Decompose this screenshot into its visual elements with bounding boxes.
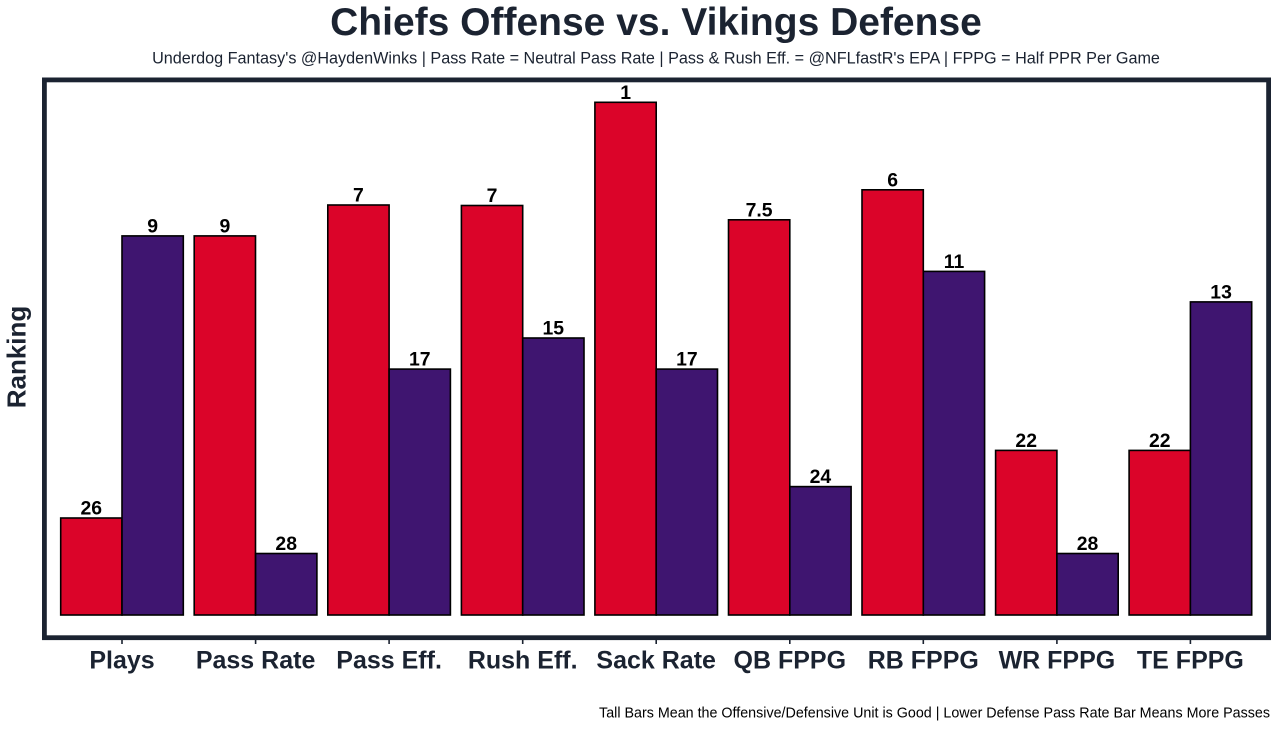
svg-text:26: 26: [81, 498, 103, 520]
svg-text:22: 22: [1149, 430, 1171, 452]
svg-text:24: 24: [810, 466, 832, 488]
svg-text:RB FPPG: RB FPPG: [868, 647, 979, 675]
svg-text:TE FPPG: TE FPPG: [1137, 647, 1244, 675]
svg-text:Chiefs Offense vs. Vikings Def: Chiefs Offense vs. Vikings Defense: [330, 1, 982, 44]
svg-text:13: 13: [1210, 281, 1232, 303]
svg-text:Sack Rate: Sack Rate: [596, 647, 716, 675]
svg-text:9: 9: [147, 215, 158, 237]
svg-text:15: 15: [543, 318, 565, 340]
svg-text:9: 9: [220, 215, 231, 237]
svg-text:1: 1: [620, 82, 631, 104]
svg-text:7: 7: [487, 185, 498, 207]
svg-text:Plays: Plays: [89, 647, 154, 675]
svg-text:Ranking: Ranking: [2, 306, 32, 409]
svg-text:Pass Eff.: Pass Eff.: [336, 647, 442, 675]
svg-text:7.5: 7.5: [746, 199, 773, 221]
svg-text:7: 7: [353, 185, 364, 207]
svg-text:11: 11: [944, 251, 965, 273]
svg-text:Pass Rate: Pass Rate: [196, 647, 316, 675]
svg-text:QB FPPG: QB FPPG: [734, 647, 847, 675]
svg-text:Underdog Fantasy's @HaydenWink: Underdog Fantasy's @HaydenWinks | Pass R…: [152, 49, 1160, 67]
svg-text:28: 28: [275, 533, 297, 555]
svg-text:28: 28: [1077, 533, 1099, 555]
svg-text:Tall Bars Mean the Offensive/D: Tall Bars Mean the Offensive/Defensive U…: [599, 705, 1270, 721]
svg-text:WR FPPG: WR FPPG: [999, 647, 1116, 675]
svg-text:17: 17: [676, 349, 698, 371]
svg-text:6: 6: [887, 169, 898, 191]
svg-text:17: 17: [409, 349, 431, 371]
svg-text:Rush Eff.: Rush Eff.: [468, 647, 578, 675]
svg-text:22: 22: [1015, 430, 1037, 452]
